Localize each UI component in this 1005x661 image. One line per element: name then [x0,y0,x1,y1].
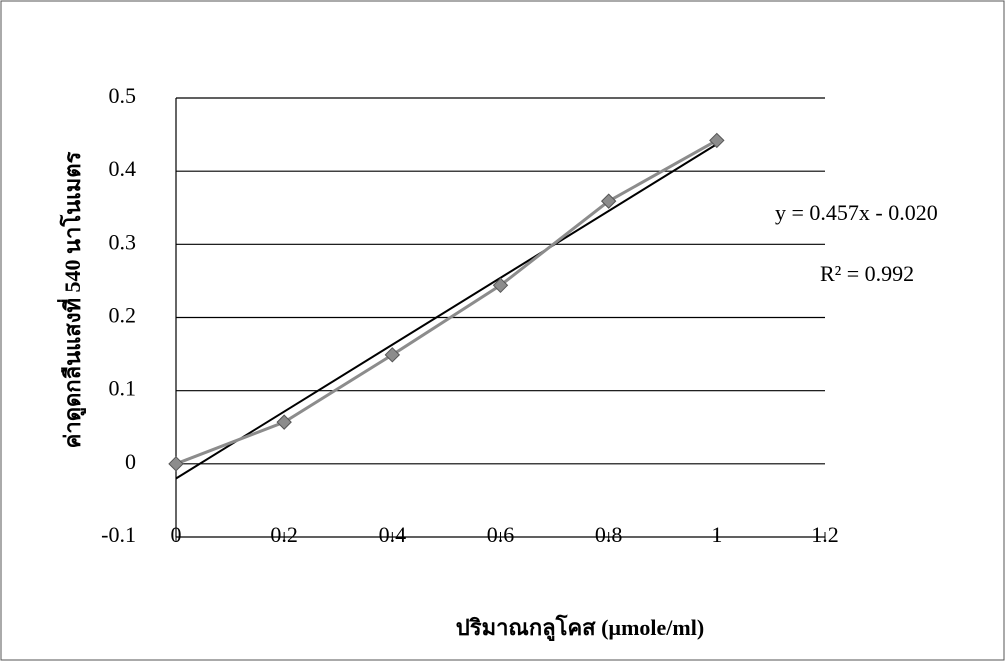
y-tick-label: 0.4 [109,156,137,181]
trendline-equation: y = 0.457x - 0.020 [775,200,938,225]
chart-frame [1,1,1004,660]
chart: ปริมาณกลูโคส (µmole/ml) ค่าดูดกลืนแสงที่… [0,0,1005,661]
trendline-r2: R² = 0.992 [820,261,914,286]
x-tick-label: 0.4 [379,522,407,547]
y-axis-label: ค่าดูดกลืนแสงที่ 540 นาโนเมตร [56,151,87,448]
x-tick-label: 0.8 [595,522,623,547]
y-tick-label: 0.3 [109,229,137,254]
x-tick-label: 0 [171,522,182,547]
x-tick-label: 1.2 [811,522,839,547]
x-tick-label: 0.2 [270,522,298,547]
x-axis-label: ปริมาณกลูโคส (µmole/ml) [456,614,704,642]
y-tick-label: 0.5 [109,83,137,108]
x-tick-label: 1 [711,522,722,547]
y-tick-label: 0.2 [109,303,137,328]
y-tick-label: 0.1 [109,376,137,401]
y-tick-label: -0.1 [101,522,136,547]
y-tick-label: 0 [125,449,136,474]
x-tick-label: 0.6 [487,522,515,547]
